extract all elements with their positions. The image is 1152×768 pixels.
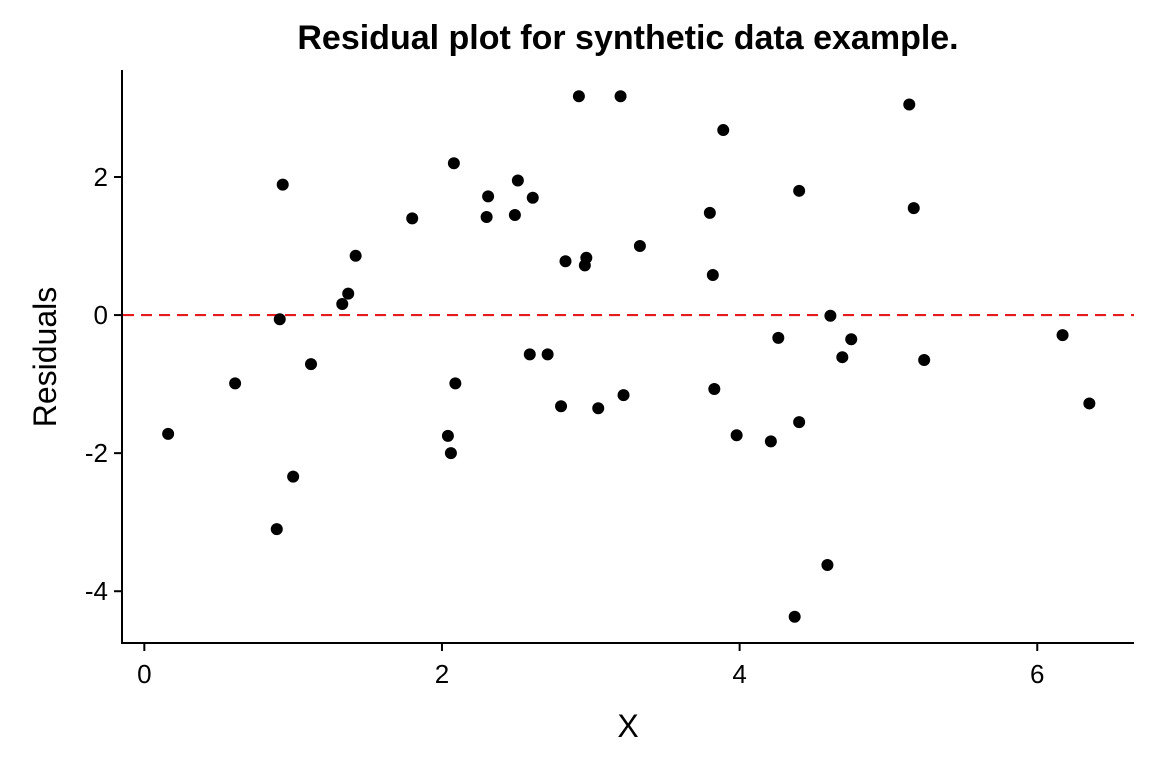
data-point (793, 184, 806, 197)
data-point (511, 174, 524, 187)
data-point (592, 402, 605, 415)
data-point (706, 269, 719, 282)
y-tick-label: 2 (94, 162, 108, 192)
data-point (703, 206, 716, 219)
data-point (918, 353, 931, 366)
x-tick-label: 0 (137, 659, 151, 689)
data-point (708, 382, 721, 395)
data-point (821, 558, 834, 571)
y-axis-title: Residuals (27, 287, 63, 428)
y-tick-label: -4 (85, 576, 108, 606)
data-point (617, 389, 630, 402)
data-point (541, 348, 554, 361)
data-point (336, 298, 349, 311)
data-point (162, 427, 175, 440)
data-point (824, 309, 837, 322)
data-point (717, 124, 730, 137)
data-point (580, 251, 593, 264)
axes (121, 70, 1134, 644)
data-point (793, 416, 806, 429)
data-point (633, 240, 646, 253)
data-point (788, 610, 801, 623)
data-point (406, 212, 419, 225)
data-point (614, 90, 627, 103)
data-point (349, 249, 362, 262)
data-point (772, 331, 785, 344)
y-tick-label: 0 (94, 300, 108, 330)
data-point (441, 429, 454, 442)
data-point (845, 333, 858, 346)
chart-title: Residual plot for synthetic data example… (297, 19, 958, 57)
x-axis-title: X (617, 708, 638, 744)
data-point (523, 348, 536, 361)
data-point (305, 358, 318, 371)
data-point (270, 523, 283, 536)
data-point (449, 377, 462, 390)
data-point (287, 470, 300, 483)
data-point (907, 202, 920, 215)
x-tick-label: 6 (1030, 659, 1044, 689)
data-point (276, 178, 289, 191)
x-tick-label: 4 (732, 659, 746, 689)
data-point (526, 191, 539, 204)
data-point (730, 429, 743, 442)
data-point (480, 211, 493, 224)
y-tick-label: -2 (85, 438, 108, 468)
data-point (482, 190, 495, 203)
data-point (273, 313, 286, 326)
data-point (1083, 397, 1096, 410)
data-point (559, 255, 572, 268)
data-point (444, 447, 457, 460)
data-point (836, 351, 849, 364)
y-ticks: -4 -2 0 2 (85, 162, 122, 606)
x-ticks: 0 2 4 6 (137, 643, 1044, 689)
data-point (1056, 329, 1069, 342)
data-point (447, 157, 460, 170)
data-points (162, 90, 1096, 623)
data-point (508, 208, 521, 221)
data-point (555, 400, 568, 413)
data-point (903, 98, 916, 111)
data-point (572, 90, 585, 103)
data-point (342, 287, 355, 300)
data-point (229, 377, 242, 390)
x-tick-label: 2 (435, 659, 449, 689)
data-point (764, 435, 777, 448)
